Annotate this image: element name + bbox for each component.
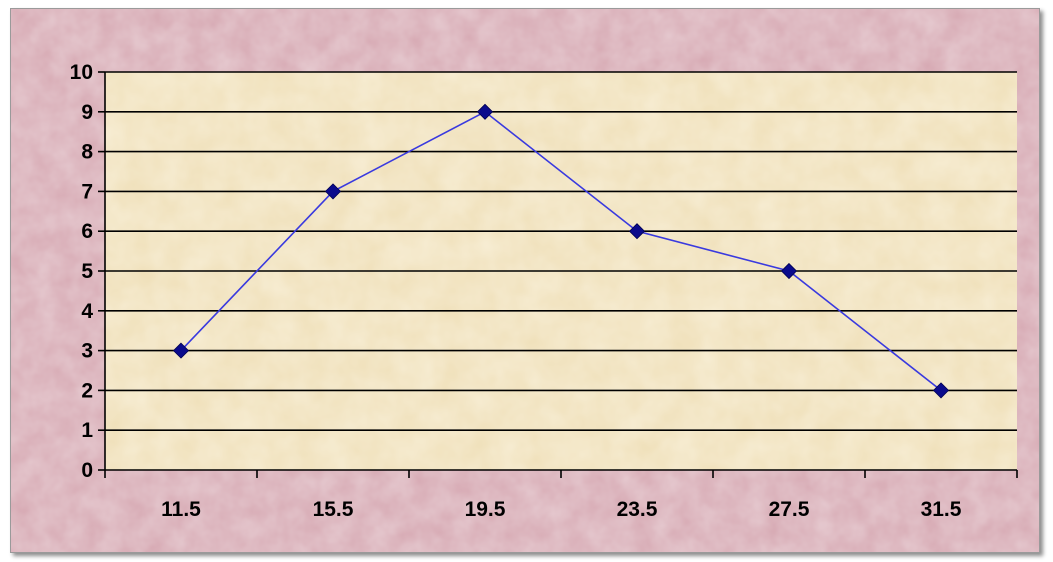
chart-frame: 0 1 2 3 4 5 6 7 8 9 10 11.5 15.5 19.5 23.5 27.5 31.5 — [10, 8, 1040, 553]
data-point-4 — [780, 262, 798, 280]
series-1 — [172, 103, 950, 399]
gridlines — [105, 71, 1017, 432]
data-point-1 — [324, 183, 342, 200]
data-point-3 — [628, 223, 646, 240]
x-tick-label-5: 31.5 — [921, 498, 962, 521]
x-tick-label-3: 23.5 — [617, 498, 658, 521]
y-tick-label-7: 7 — [81, 180, 93, 203]
x-tick-label-4: 27.5 — [769, 498, 810, 521]
y-tick-label-4: 4 — [81, 300, 93, 323]
data-point-0 — [172, 342, 190, 359]
y-tick-label-1: 1 — [81, 419, 93, 442]
y-tick-label-8: 8 — [81, 141, 93, 164]
y-tick-label-10: 10 — [70, 61, 93, 84]
y-tick-label-2: 2 — [81, 379, 93, 402]
line-chart: 0 1 2 3 4 5 6 7 8 9 10 11.5 15.5 19.5 23.5 27.5 31.5 — [11, 9, 1039, 552]
y-tick-label-0: 0 — [81, 459, 93, 482]
data-point-5 — [932, 382, 950, 399]
y-tick-label-9: 9 — [81, 101, 93, 124]
y-tick-label-5: 5 — [81, 260, 93, 283]
y-tick-label-3: 3 — [81, 340, 93, 363]
x-tick-label-0: 11.5 — [161, 498, 201, 521]
y-tick-label-6: 6 — [81, 220, 93, 243]
x-tick-label-2: 19.5 — [465, 498, 506, 521]
y-tick-labels: 0 1 2 3 4 5 6 7 8 9 10 — [70, 61, 94, 482]
data-point-2 — [476, 103, 494, 120]
axes — [98, 71, 1018, 478]
x-tick-labels: 11.5 15.5 19.5 23.5 27.5 31.5 — [161, 498, 962, 521]
series-1-line — [180, 110, 942, 392]
x-tick-label-1: 15.5 — [313, 498, 354, 521]
